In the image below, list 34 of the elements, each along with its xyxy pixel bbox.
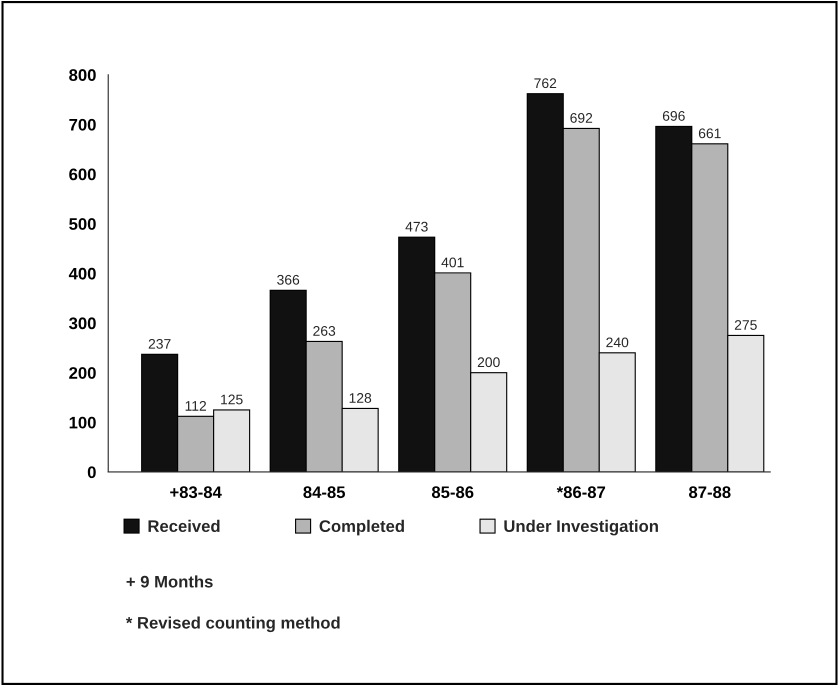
data-label: 692	[570, 113, 592, 123]
x-tick-label: 84-85	[303, 486, 346, 498]
data-label: 200	[478, 357, 500, 368]
data-label: 263	[313, 326, 336, 336]
x-tick-label: 87-88	[689, 486, 731, 498]
data-label: 125	[221, 394, 243, 404]
y-tick-label: 200	[69, 367, 96, 379]
y-tick-label: 300	[69, 317, 96, 330]
text: * Revised counting method	[126, 616, 340, 632]
data-label: 473	[405, 222, 428, 232]
legend-label: Received	[148, 520, 220, 532]
x-tick-label: *86-87	[556, 486, 606, 498]
data-label: 762	[534, 78, 556, 88]
x-tick-label: +83-84	[170, 486, 222, 498]
legend-label: Under Investigation	[504, 520, 658, 536]
data-label: 366	[277, 274, 300, 285]
y-tick-label: 800	[69, 69, 96, 81]
data-label: 240	[606, 337, 628, 348]
data-label: 661	[698, 128, 721, 138]
x-tick-label: 85-86	[432, 486, 474, 498]
y-tick-label: 400	[68, 268, 96, 280]
y-tick-label: 700	[69, 118, 96, 131]
data-label: 112	[186, 401, 206, 411]
data-label: 275	[734, 320, 757, 330]
data-label: 128	[350, 393, 372, 403]
text: + 9 Months	[126, 575, 213, 588]
y-tick-label: 500	[69, 218, 96, 230]
data-label: 401	[441, 258, 464, 268]
legend-label: Completed	[320, 520, 404, 536]
data-label: 237	[148, 338, 171, 349]
y-tick-label: 0	[88, 466, 96, 478]
y-tick-label: 100	[70, 416, 96, 429]
data-label: 696	[662, 111, 685, 121]
y-tick-label: 600	[69, 168, 96, 180]
